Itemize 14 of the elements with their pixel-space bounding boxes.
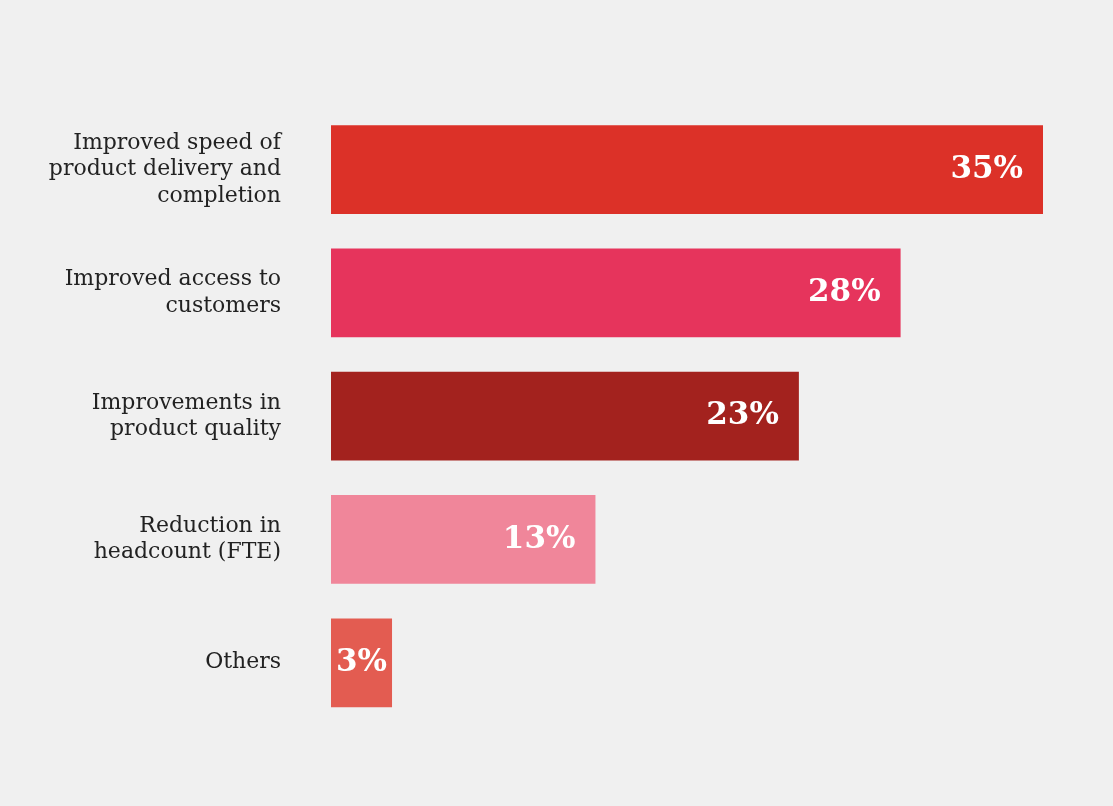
bar xyxy=(331,125,1043,215)
data-label: 13% xyxy=(502,518,576,555)
bar xyxy=(331,371,799,461)
data-label: 28% xyxy=(807,271,881,308)
y-tick-label: Others xyxy=(205,648,281,674)
y-tick-label: Improved access to customers xyxy=(64,265,281,317)
bar xyxy=(331,495,596,584)
data-label: 3% xyxy=(336,641,388,678)
data-label: 35% xyxy=(950,148,1023,185)
data-label: 23% xyxy=(706,395,779,432)
y-tick-label: Improved speed of product delivery and completion xyxy=(48,128,283,207)
y-tick-label: Reduction in headcount (FTE) xyxy=(93,512,281,564)
bar xyxy=(331,248,901,338)
y-tick-label: Improvements in product quality xyxy=(91,388,282,441)
